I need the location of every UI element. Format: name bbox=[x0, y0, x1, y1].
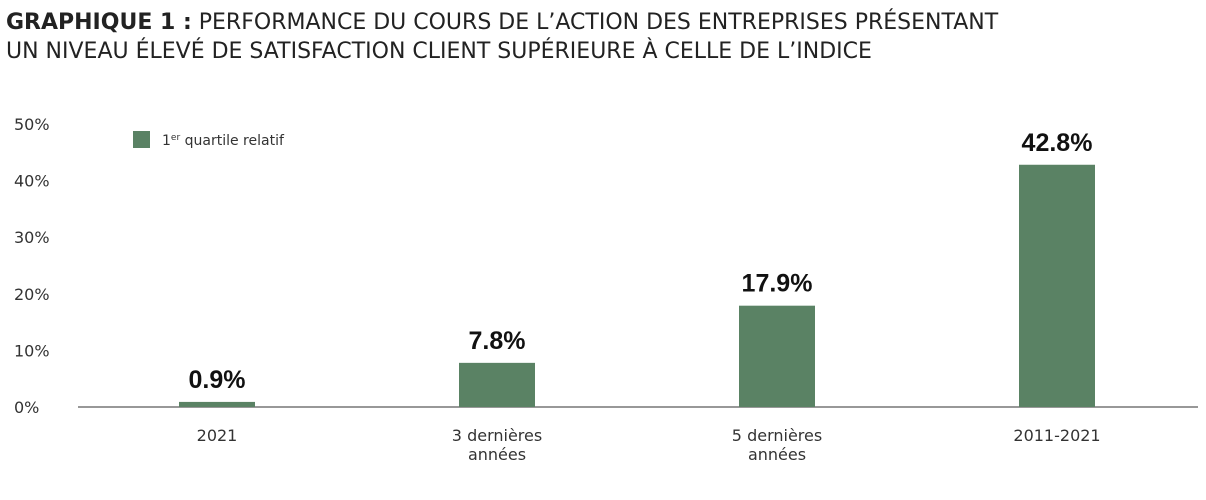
bar-value-label: 42.8% bbox=[1022, 129, 1093, 157]
value-labels: 0.9% 7.8% 17.9% 42.8% bbox=[189, 129, 1093, 394]
y-tick-label: 10% bbox=[14, 341, 50, 360]
x-tick-label-line: années bbox=[748, 445, 806, 464]
bar bbox=[739, 305, 815, 407]
chart-title: GRAPHIQUE 1 : PERFORMANCE DU COURS DE L’… bbox=[6, 8, 998, 66]
bar bbox=[1019, 164, 1095, 407]
bars bbox=[179, 164, 1095, 407]
legend-swatch bbox=[133, 131, 150, 148]
legend-label-rest: quartile relatif bbox=[180, 133, 285, 149]
chart-title-line-2: UN NIVEAU ÉLEVÉ DE SATISFACTION CLIENT S… bbox=[6, 39, 872, 64]
x-tick-label: 2021 bbox=[197, 426, 238, 445]
bar-value-label: 7.8% bbox=[469, 327, 526, 355]
legend: 1er quartile relatif bbox=[133, 131, 285, 149]
x-tick-label: 2011-2021 bbox=[1013, 426, 1100, 445]
legend-label-base: 1 bbox=[162, 133, 171, 149]
bar bbox=[459, 362, 535, 407]
x-tick-label: 3 dernières années bbox=[452, 426, 542, 464]
y-tick-label: 40% bbox=[14, 172, 50, 191]
y-tick-label: 30% bbox=[14, 228, 50, 247]
x-tick-label-line: 5 dernières bbox=[732, 426, 822, 445]
y-tick-label: 0% bbox=[14, 398, 39, 417]
x-tick-label-line: 2021 bbox=[197, 426, 238, 445]
bar-value-label: 0.9% bbox=[189, 366, 246, 394]
x-tick-label-line: 3 dernières bbox=[452, 426, 542, 445]
chart-title-lead: GRAPHIQUE 1 : bbox=[6, 10, 192, 35]
y-axis: 0% 10% 20% 30% 40% 50% bbox=[14, 115, 50, 417]
bar-value-label: 17.9% bbox=[742, 270, 813, 298]
chart-title-line-1: PERFORMANCE DU COURS DE L’ACTION DES ENT… bbox=[198, 10, 999, 35]
y-tick-label: 50% bbox=[14, 115, 50, 134]
legend-label-superscript: er bbox=[171, 133, 181, 143]
x-tick-label-line: 2011-2021 bbox=[1013, 426, 1100, 445]
x-tick-label: 5 dernières années bbox=[732, 426, 822, 464]
legend-label: 1er quartile relatif bbox=[162, 133, 285, 149]
bar bbox=[179, 401, 255, 407]
x-tick-label-line: années bbox=[468, 445, 526, 464]
y-tick-label: 20% bbox=[14, 285, 50, 304]
